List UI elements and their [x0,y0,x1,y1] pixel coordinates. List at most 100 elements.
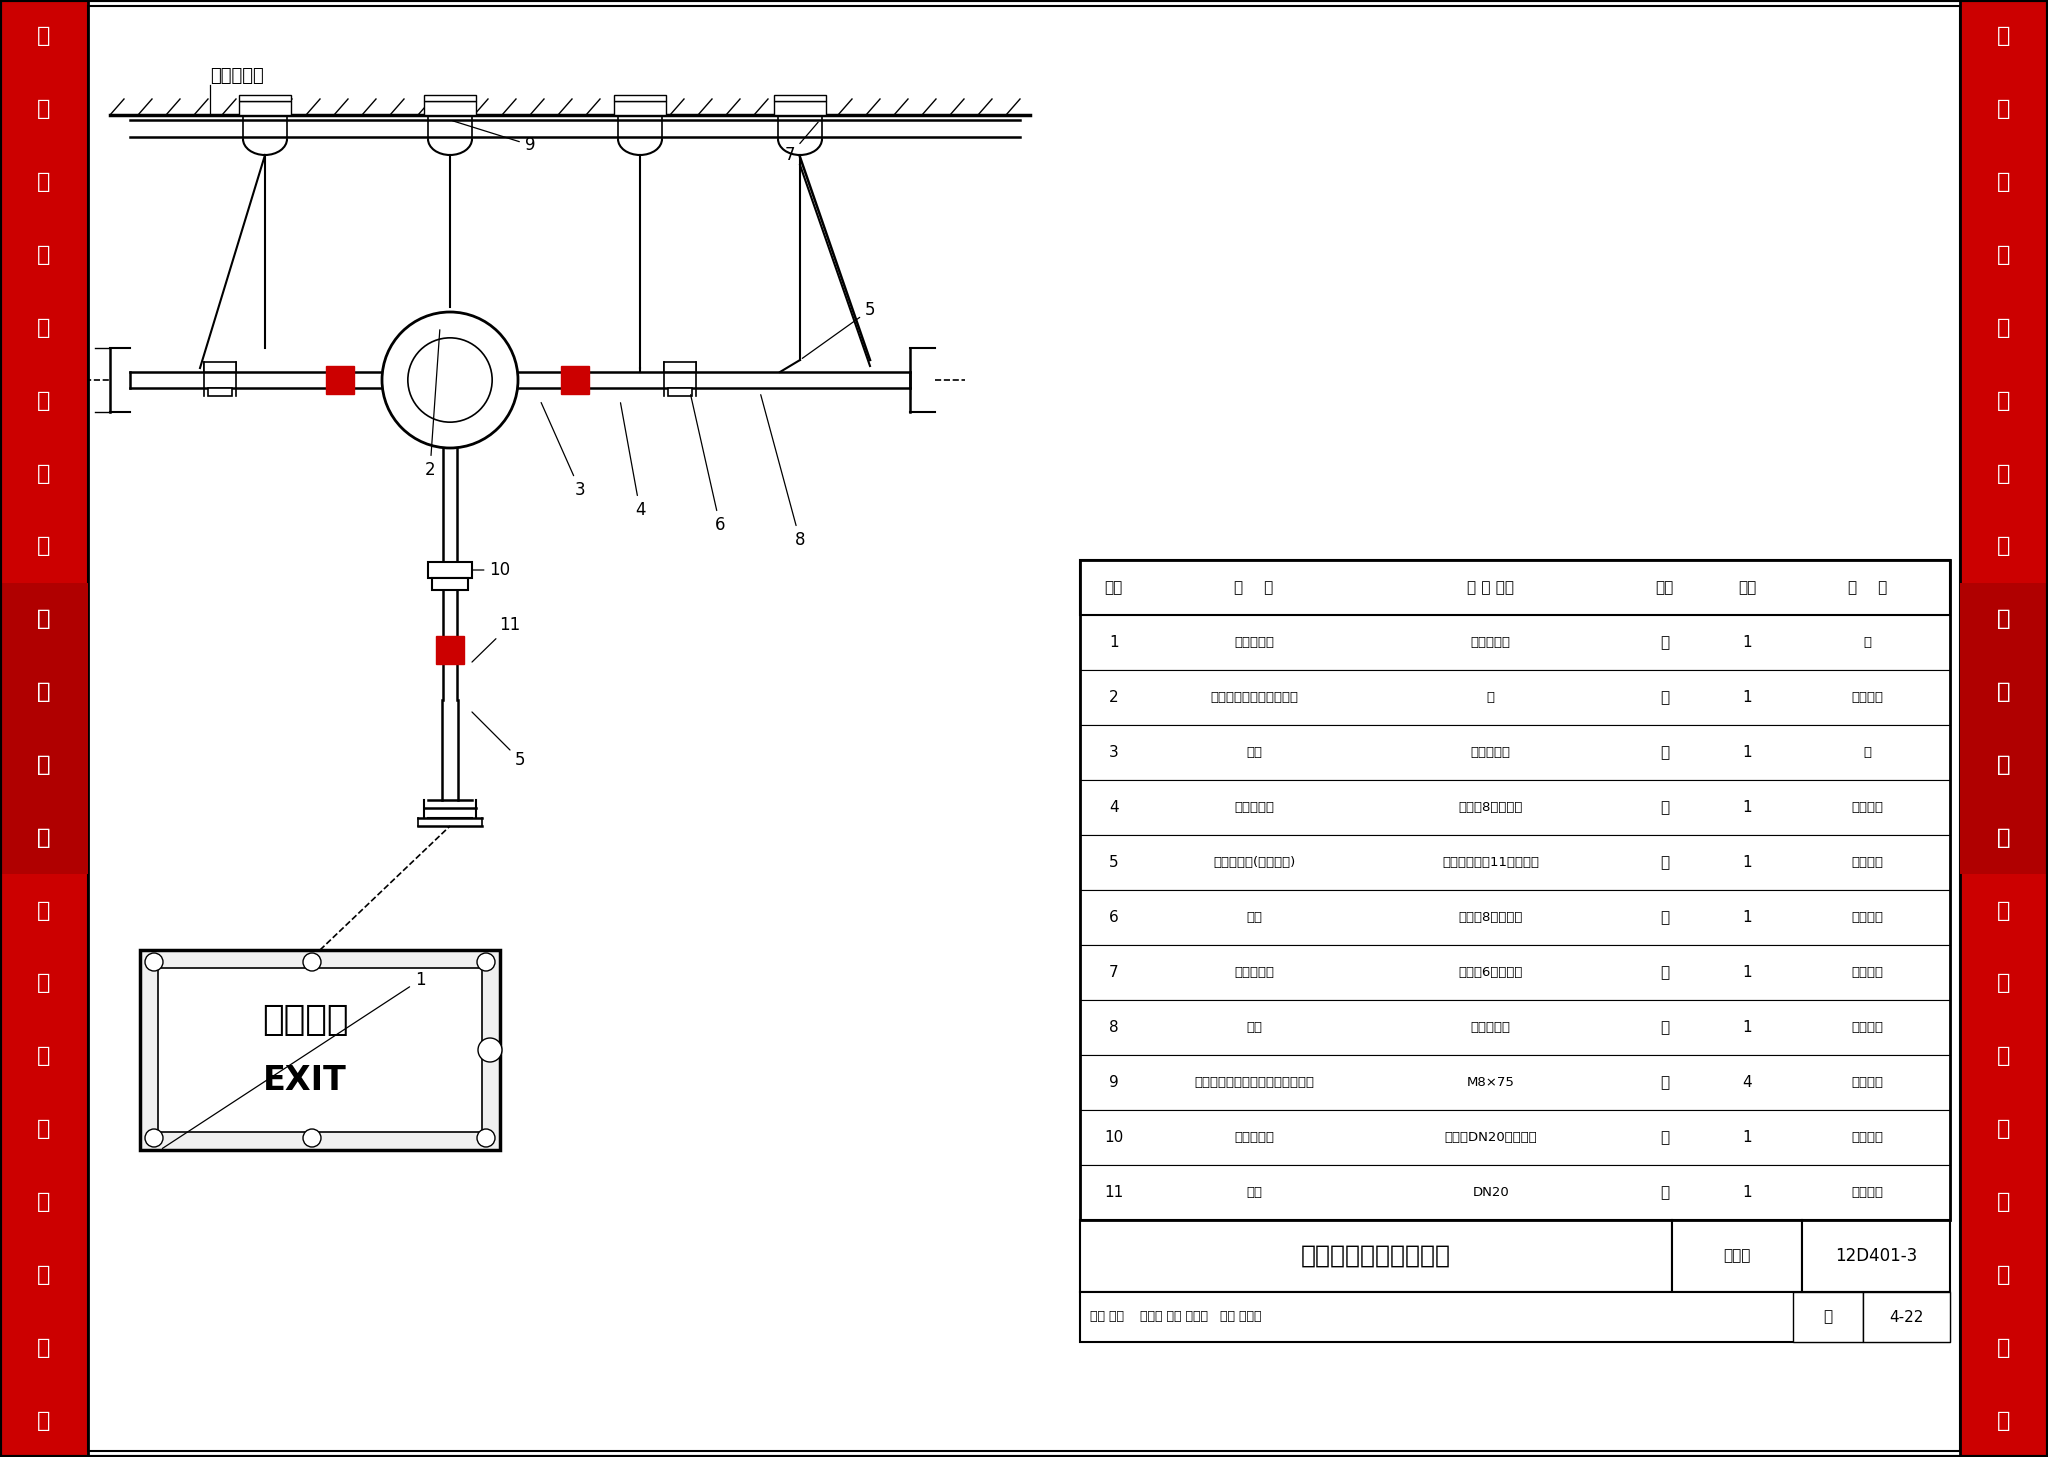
Text: 设: 设 [37,463,51,484]
Text: 9: 9 [453,121,535,154]
Text: 钢管: 钢管 [1245,1021,1262,1034]
Text: 6: 6 [690,395,725,535]
Text: 7: 7 [784,122,819,165]
Text: 根: 根 [1661,1185,1669,1201]
Text: 隔: 隔 [1997,26,2011,47]
Text: 具: 具 [37,828,51,848]
Text: 11: 11 [471,616,520,661]
Circle shape [477,953,496,970]
Text: 10: 10 [473,561,510,578]
Text: 灯: 灯 [37,755,51,775]
Text: 安全出口: 安全出口 [262,1002,348,1037]
Bar [240,101,291,115]
Circle shape [303,953,322,970]
Text: 1: 1 [162,970,426,1148]
Bar [158,967,481,1132]
Text: 数量: 数量 [1739,580,1755,594]
Text: 个: 个 [1661,800,1669,814]
Text: 资: 资 [37,1338,51,1358]
Text: 进线口DN20内管螺纹: 进线口DN20内管螺纹 [1444,1131,1538,1144]
Text: 保护管护口: 保护管护口 [1235,801,1274,814]
Text: －: － [1487,691,1495,704]
Text: 料: 料 [37,1410,51,1431]
Text: 具: 具 [1997,828,2011,848]
Text: 设: 设 [1997,1046,2011,1067]
Text: 套: 套 [1661,635,1669,650]
Text: 膨胀螺栓、螺母、垫圈及弹簧垫圈: 膨胀螺栓、螺母、垫圈及弹簧垫圈 [1194,1077,1315,1088]
Text: DN20: DN20 [1473,1186,1509,1199]
Text: 个: 个 [1661,1131,1669,1145]
Text: 隔: 隔 [37,26,51,47]
Bar [774,95,825,101]
Text: 防爆标志灯吊杆式安装: 防爆标志灯吊杆式安装 [1300,1244,1450,1268]
Text: 与灯具、编号11灯杆配合: 与灯具、编号11灯杆配合 [1442,857,1540,868]
Bar [1794,1292,1864,1342]
Bar [205,361,236,372]
Bar [1079,835,1950,890]
Bar [1079,670,1950,726]
Bar [774,101,825,115]
Bar [1079,1166,1950,1220]
Text: 钢管固定架: 钢管固定架 [1235,966,1274,979]
Text: 1: 1 [1743,1185,1751,1201]
Text: 明: 明 [37,682,51,702]
Bar [240,95,291,101]
Bar [424,95,475,101]
Text: 备: 备 [37,536,51,557]
Bar [432,578,469,590]
Text: 具: 具 [37,828,51,848]
Text: 明: 明 [1997,682,2011,702]
Bar [1079,726,1950,779]
Text: 根: 根 [1661,1020,1669,1034]
Text: 管夹: 管夹 [1245,911,1262,924]
Text: 5: 5 [471,712,524,769]
Text: 1: 1 [1743,911,1751,925]
Text: 1: 1 [1743,855,1751,870]
Text: 压紧螺母、密封圈及垫圈: 压紧螺母、密封圈及垫圈 [1210,691,1298,704]
Bar [1079,559,1950,615]
Text: 备: 备 [1997,536,2011,557]
Circle shape [303,1129,322,1147]
Text: 技: 技 [1997,1192,2011,1212]
Text: 5: 5 [1110,855,1118,870]
Circle shape [145,953,164,970]
Text: 术: 术 [37,1265,51,1285]
Bar [614,101,666,115]
Circle shape [145,1129,164,1147]
Circle shape [477,1129,496,1147]
Text: 1: 1 [1743,691,1751,705]
Text: 离: 离 [1997,99,2011,119]
Text: 备    注: 备 注 [1847,580,1888,594]
Text: 市售成品: 市售成品 [1851,857,1884,868]
Text: 动: 动 [37,318,51,338]
Text: 编号: 编号 [1104,580,1122,594]
Text: 2: 2 [1110,691,1118,705]
Text: 4: 4 [621,402,645,519]
Text: －: － [1864,637,1872,648]
Text: 照: 照 [37,609,51,629]
Text: 灯具配套: 灯具配套 [1851,1131,1884,1144]
Bar [1960,583,2048,874]
Text: 料: 料 [1997,1410,2011,1431]
Text: 防爆标志灯: 防爆标志灯 [1235,637,1274,648]
Text: 电: 电 [37,973,51,994]
Circle shape [383,312,518,447]
Text: 10: 10 [1104,1131,1124,1145]
Text: 型 号 规格: 型 号 规格 [1466,580,1513,594]
Text: 备: 备 [1997,1119,2011,1139]
Text: 4-22: 4-22 [1890,1310,1923,1324]
Text: 图集号: 图集号 [1722,1249,1751,1263]
Text: 备: 备 [37,1119,51,1139]
Bar [614,95,666,101]
Text: 照: 照 [37,609,51,629]
Text: 9: 9 [1108,1075,1118,1090]
Text: 8: 8 [1110,1020,1118,1034]
Text: 套: 套 [1661,691,1669,705]
Text: 2: 2 [424,329,440,479]
Text: 5: 5 [803,302,874,358]
Bar [1802,1220,1950,1292]
Text: 名    称: 名 称 [1235,580,1274,594]
Text: M8×75: M8×75 [1466,1077,1516,1088]
Bar [1079,1292,1950,1342]
Text: 1: 1 [1743,800,1751,814]
